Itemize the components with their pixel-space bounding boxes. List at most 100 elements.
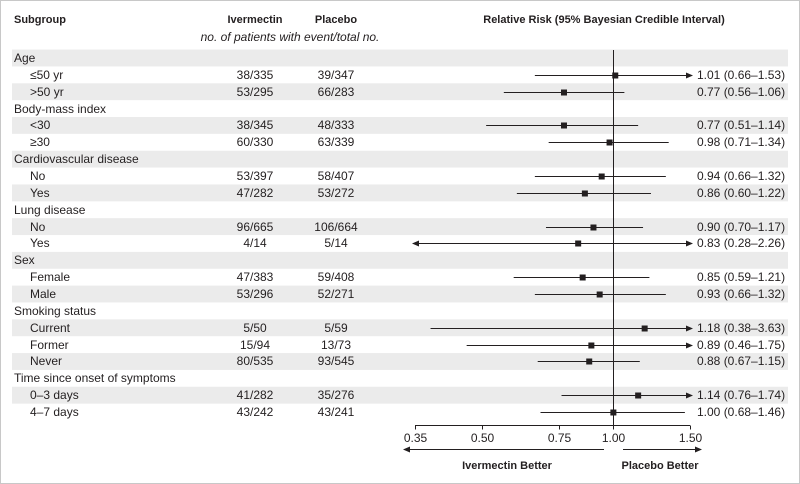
- row-shade: [12, 386, 788, 404]
- ci-arrow-right: [686, 392, 693, 399]
- relative-risk-value: 0.85 (0.59–1.21): [697, 270, 786, 285]
- placebo-count: 39/347: [317, 67, 355, 82]
- relative-risk-value: 1.01 (0.66–1.53): [697, 67, 786, 82]
- point-estimate-marker: [596, 291, 603, 298]
- category-label: Never: [30, 354, 63, 369]
- category-label: Current: [30, 320, 71, 335]
- ivermectin-count: 38/345: [236, 118, 274, 133]
- category-label: No: [30, 219, 46, 234]
- ivermectin-count: 60/330: [236, 135, 274, 150]
- ivermectin-count: 43/242: [236, 405, 274, 420]
- placebo-count: 13/73: [320, 337, 352, 352]
- row-shade: [12, 150, 788, 168]
- ci-arrow-right: [686, 342, 693, 349]
- point-estimate-marker: [579, 274, 586, 281]
- ivermectin-count: 96/665: [236, 219, 274, 234]
- placebo-count: 43/241: [317, 405, 355, 420]
- placebo-count: 53/272: [317, 185, 355, 200]
- ivermectin-count: 47/282: [236, 185, 274, 200]
- ci-arrow-left: [412, 240, 419, 247]
- relative-risk-header: Relative Risk (95% Bayesian Credible Int…: [483, 14, 725, 26]
- relative-risk-value: 1.00 (0.68–1.46): [697, 405, 786, 420]
- point-estimate-marker: [581, 190, 588, 197]
- placebo-count: 5/59: [324, 320, 348, 335]
- row-shade: [12, 83, 788, 101]
- subgroup-label: Cardiovascular disease: [14, 152, 139, 167]
- relative-risk-value: 0.88 (0.67–1.15): [697, 354, 786, 369]
- placebo-count: 63/339: [317, 135, 355, 150]
- counts-note: no. of patients with event/total no.: [200, 30, 380, 44]
- row-shade: [12, 49, 788, 67]
- point-estimate-marker: [598, 173, 605, 180]
- relative-risk-value: 0.77 (0.51–1.14): [697, 118, 786, 133]
- relative-risk-value: 0.86 (0.60–1.22): [697, 185, 786, 200]
- relative-risk-value: 1.14 (0.76–1.74): [697, 388, 786, 403]
- relative-risk-value: 0.77 (0.56–1.06): [697, 84, 786, 99]
- placebo-count: 66/283: [317, 84, 355, 99]
- point-estimate-marker: [606, 139, 613, 146]
- point-estimate-marker: [641, 325, 648, 332]
- relative-risk-value: 0.83 (0.28–2.26): [697, 236, 786, 251]
- row-shade: [12, 353, 788, 370]
- row-shade: [12, 184, 788, 202]
- ivermectin-header: Ivermectin: [227, 14, 283, 26]
- point-estimate-marker: [590, 224, 597, 231]
- category-label: No: [30, 169, 46, 184]
- placebo-header: Placebo: [314, 14, 358, 26]
- relative-risk-value: 0.89 (0.46–1.75): [697, 337, 786, 352]
- category-label: Former: [30, 337, 69, 352]
- relative-risk-value: 0.90 (0.70–1.17): [697, 219, 786, 234]
- ivermectin-count: 4/14: [243, 236, 267, 251]
- relative-risk-value: 0.98 (0.71–1.34): [697, 135, 786, 150]
- subgroup-header: Subgroup: [14, 14, 66, 26]
- ivermectin-count: 53/397: [236, 169, 274, 184]
- ivermectin-count: 53/296: [236, 287, 274, 302]
- ivermectin-better-label: Ivermectin Better: [462, 460, 552, 472]
- row-shade: [12, 251, 788, 269]
- ivermectin-count: 5/50: [243, 320, 267, 335]
- category-label: ≤50 yr: [30, 67, 64, 82]
- relative-risk-value: 0.93 (0.66–1.32): [697, 287, 786, 302]
- x-tick-label: 0.50: [470, 431, 495, 445]
- point-estimate-marker: [560, 122, 567, 129]
- point-estimate-marker: [612, 72, 619, 79]
- point-estimate-marker: [586, 358, 593, 365]
- x-tick-label: 1.00: [601, 431, 626, 445]
- subgroup-label: Time since onset of symptoms: [14, 371, 176, 386]
- ci-arrow-right: [686, 240, 693, 247]
- ivermectin-count: 80/535: [236, 354, 274, 369]
- ivermectin-count: 47/383: [236, 270, 274, 285]
- x-tick-label: 0.75: [547, 431, 572, 445]
- subgroup-label: Lung disease: [14, 202, 86, 217]
- placebo-count: 58/407: [317, 169, 355, 184]
- point-estimate-marker: [588, 342, 595, 349]
- category-label: Yes: [30, 236, 50, 251]
- placebo-count: 59/408: [317, 270, 355, 285]
- placebo-count: 35/276: [317, 388, 355, 403]
- row-shade: [12, 117, 788, 134]
- category-label: <30: [30, 118, 51, 133]
- row-shade: [12, 285, 788, 303]
- row-shade: [12, 319, 788, 337]
- category-label: ≥30: [30, 135, 50, 150]
- ci-arrow-right: [686, 325, 693, 332]
- category-label: Male: [30, 287, 57, 302]
- subgroup-label: Age: [14, 51, 36, 65]
- placebo-better-label: Placebo Better: [621, 460, 699, 472]
- placebo-count: 48/333: [317, 118, 355, 133]
- category-label: 4–7 days: [30, 405, 79, 420]
- placebo-better-arrowhead: [695, 446, 702, 453]
- subgroup-label: Smoking status: [14, 303, 97, 318]
- placebo-count: 5/14: [324, 236, 348, 251]
- placebo-count: 52/271: [317, 287, 355, 302]
- x-tick-label: 0.35: [403, 431, 428, 445]
- ivermectin-count: 41/282: [236, 388, 274, 403]
- point-estimate-marker: [560, 89, 567, 96]
- x-tick-label: 1.50: [678, 431, 703, 445]
- ci-arrow-right: [686, 72, 693, 79]
- category-label: Yes: [30, 185, 50, 200]
- placebo-count: 93/545: [317, 354, 355, 369]
